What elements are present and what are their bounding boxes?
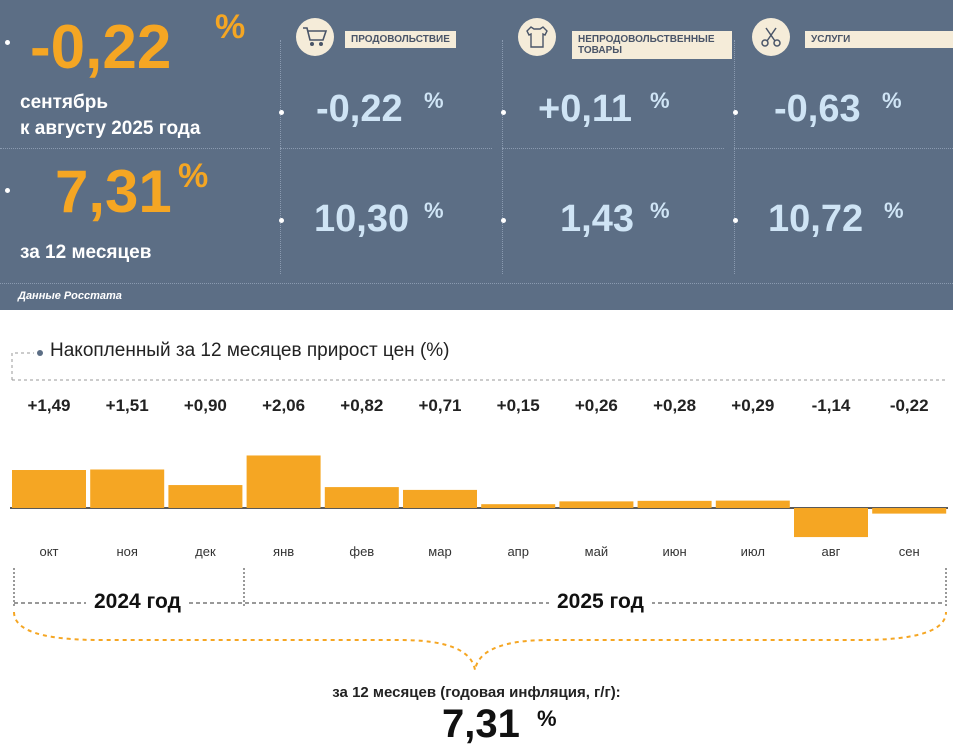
scissors-icon: [752, 18, 790, 56]
bullet-dot: [279, 110, 284, 115]
category-label-services: УСЛУГИ: [805, 31, 953, 48]
bar-сен: [872, 508, 947, 514]
month-label: июл: [740, 544, 765, 559]
value-label: +0,71: [418, 396, 462, 415]
bar-май: [559, 501, 634, 508]
year-label-2025: 2025 год: [549, 590, 652, 614]
value-label: +0,26: [574, 396, 618, 415]
chart-title: Накопленный за 12 месяцев прирост цен (%…: [50, 340, 450, 361]
month-change-label-2: к августу 2025 года: [20, 118, 201, 139]
food-month-value: -0,22: [316, 88, 403, 130]
bar-фев: [324, 487, 399, 508]
divider: [280, 40, 281, 274]
bullet-dot: [5, 40, 10, 45]
value-label: +1,49: [27, 396, 71, 415]
services-month-value: -0,63: [774, 88, 861, 130]
annual-change-label: за 12 месяцев: [20, 242, 152, 263]
month-label: июн: [662, 544, 687, 559]
bullet-dot: [501, 110, 506, 115]
nonfood-month-value: +0,11: [538, 88, 633, 130]
divider: [734, 40, 735, 274]
category-label-nonfood: НЕПРОДОВОЛЬСТВЕННЫЕ ТОВАРЫ: [572, 31, 732, 59]
footer-caption: за 12 месяцев (годовая инфляция, г/г):: [332, 684, 621, 701]
value-label: +0,29: [731, 396, 775, 415]
food-annual-value: 10,30: [314, 198, 410, 240]
month-label: фев: [349, 544, 375, 559]
bar-янв: [246, 455, 321, 508]
value-label: -0,22: [889, 396, 929, 415]
bar-мар: [403, 489, 477, 508]
value-label: +2,06: [262, 396, 306, 415]
annual-change-unit: %: [178, 157, 209, 195]
month-label: ноя: [116, 544, 138, 559]
divider: [502, 148, 724, 149]
month-label: дек: [195, 544, 216, 559]
bullet-dot: [501, 218, 506, 223]
value-label: +0,90: [183, 396, 227, 415]
bar-ноя: [90, 469, 165, 508]
bullet-dot: [733, 218, 738, 223]
bullet-dot: [733, 110, 738, 115]
food-month-unit: %: [424, 88, 444, 113]
value-label: +1,51: [105, 396, 149, 415]
value-label: +0,82: [340, 396, 384, 415]
month-change-value: -0,22: [30, 13, 172, 82]
month-label: окт: [39, 544, 59, 559]
bullet-dot: [279, 218, 284, 223]
value-label: +0,28: [653, 396, 697, 415]
month-label: авг: [821, 544, 841, 559]
divider: [280, 148, 492, 149]
bar-апр: [481, 504, 556, 508]
month-change-unit: %: [215, 8, 246, 46]
category-label-food: ПРОДОВОЛЬСТВИЕ: [345, 31, 456, 48]
month-label: сен: [898, 544, 920, 559]
bullet-dot: [5, 188, 10, 193]
divider: [734, 148, 953, 149]
source-note: Данные Росстата: [18, 290, 122, 302]
month-change-label-1: сентябрь: [20, 92, 109, 113]
services-month-unit: %: [882, 88, 902, 113]
bar-окт: [12, 470, 86, 508]
nonfood-month-unit: %: [650, 88, 670, 113]
month-label: май: [584, 544, 609, 559]
services-annual-unit: %: [884, 198, 904, 223]
clothes-icon: [518, 18, 556, 56]
annual-change-value: 7,31: [55, 158, 172, 225]
nonfood-annual-value: 1,43: [560, 198, 634, 240]
footer-annual-value: 7,31: [442, 702, 520, 746]
bar-июл: [715, 500, 790, 508]
food-annual-unit: %: [424, 198, 444, 223]
divider: [502, 40, 503, 274]
bar-авг: [794, 508, 868, 538]
bar-июн: [637, 500, 712, 508]
year-label-2024: 2024 год: [86, 590, 189, 614]
month-label: апр: [507, 544, 529, 559]
value-label: +0,15: [496, 396, 540, 415]
month-label: мар: [428, 544, 452, 559]
shopping-cart-icon: [296, 18, 334, 56]
divider: [0, 148, 270, 149]
divider: [0, 283, 953, 284]
footer-annual-unit: %: [537, 706, 557, 731]
value-label: -1,14: [811, 396, 851, 415]
services-annual-value: 10,72: [768, 198, 864, 240]
nonfood-annual-unit: %: [650, 198, 670, 223]
month-label: янв: [273, 544, 295, 559]
summary-panel: -0,22 % сентябрь к августу 2025 года 7,3…: [0, 0, 953, 310]
bar-дек: [168, 485, 243, 508]
